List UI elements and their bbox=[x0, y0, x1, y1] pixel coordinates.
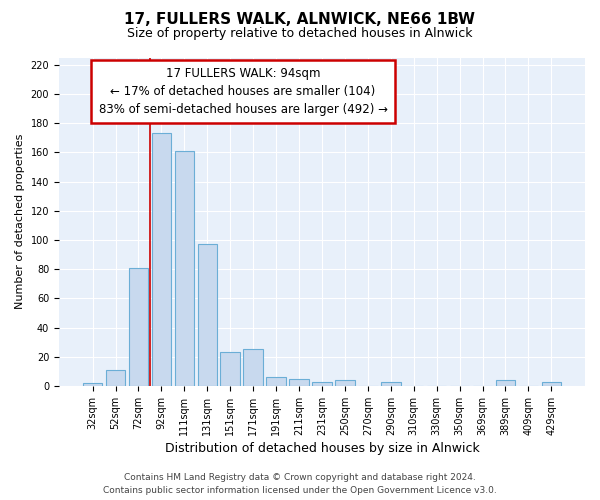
Y-axis label: Number of detached properties: Number of detached properties bbox=[15, 134, 25, 310]
Bar bbox=[128, 268, 148, 386]
Bar bbox=[197, 244, 217, 386]
Bar bbox=[175, 151, 194, 386]
Bar bbox=[496, 380, 515, 386]
Bar bbox=[289, 378, 309, 386]
Bar bbox=[542, 382, 561, 386]
Bar bbox=[335, 380, 355, 386]
Text: 17, FULLERS WALK, ALNWICK, NE66 1BW: 17, FULLERS WALK, ALNWICK, NE66 1BW bbox=[125, 12, 476, 28]
Bar bbox=[381, 382, 401, 386]
Bar bbox=[152, 134, 171, 386]
Text: Contains HM Land Registry data © Crown copyright and database right 2024.
Contai: Contains HM Land Registry data © Crown c… bbox=[103, 474, 497, 495]
Bar bbox=[244, 350, 263, 386]
Text: 17 FULLERS WALK: 94sqm
← 17% of detached houses are smaller (104)
83% of semi-de: 17 FULLERS WALK: 94sqm ← 17% of detached… bbox=[98, 68, 388, 116]
Bar bbox=[106, 370, 125, 386]
Text: Size of property relative to detached houses in Alnwick: Size of property relative to detached ho… bbox=[127, 28, 473, 40]
Bar bbox=[83, 383, 103, 386]
Bar bbox=[266, 377, 286, 386]
Bar bbox=[220, 352, 240, 386]
Bar bbox=[312, 382, 332, 386]
X-axis label: Distribution of detached houses by size in Alnwick: Distribution of detached houses by size … bbox=[164, 442, 479, 455]
